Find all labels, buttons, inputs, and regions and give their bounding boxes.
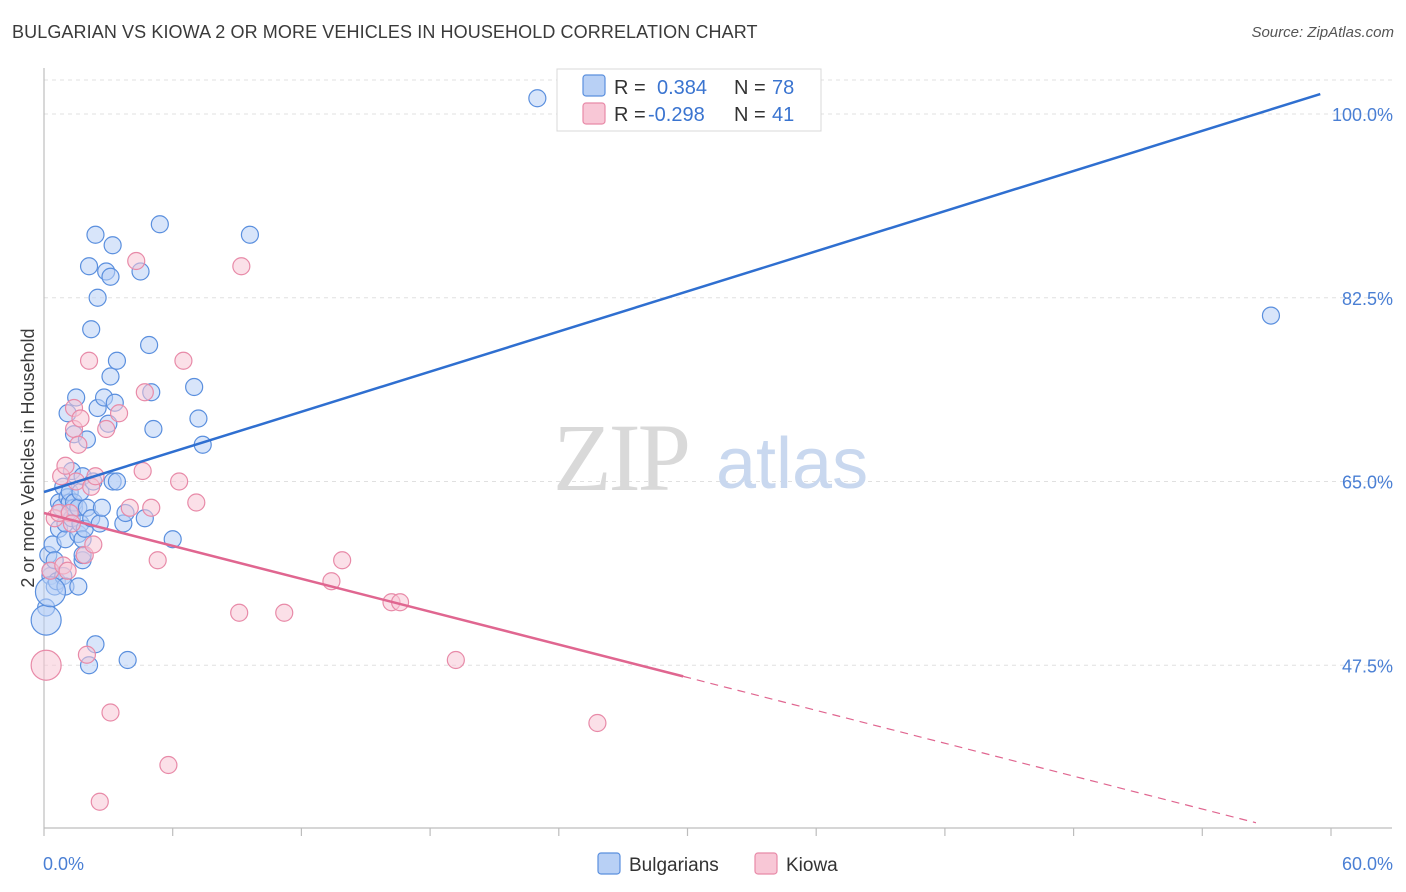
point-bulgarians-41 <box>82 320 101 339</box>
point-bulgarians-44 <box>86 225 105 244</box>
legend-r-value-bulgarians: 0.384 <box>657 77 707 99</box>
legend-swatch-kiowa <box>582 102 606 125</box>
point-bulgarians-69 <box>163 530 182 549</box>
trend-lines <box>43 92 1321 824</box>
source-credit: Source: ZipAtlas.com <box>1251 24 1394 41</box>
series-bulgarians-points <box>30 89 1281 675</box>
point-bulgarians-59 <box>107 472 127 491</box>
point-kiowa-42 <box>446 650 465 670</box>
watermark-zip: ZIP <box>553 404 688 511</box>
point-kiowa-36 <box>232 257 251 276</box>
stats-legend: R = 0.384 N = 78 R = -0.298 N = 41 <box>556 68 822 132</box>
point-kiowa-23 <box>101 703 120 722</box>
point-kiowa-14 <box>71 409 90 428</box>
legend-r-label-bulgarians: R = <box>614 77 646 99</box>
point-kiowa-34 <box>187 493 206 512</box>
point-bulgarians-67 <box>144 419 163 439</box>
bottom-legend-label-bulgarians: Bulgarians <box>629 855 719 876</box>
y-tick-label-0: 47.5% <box>1342 656 1393 676</box>
trend-line-kiowa-extrapolated <box>683 675 1257 824</box>
trend-line-kiowa <box>43 511 684 678</box>
point-kiowa-25 <box>120 498 139 517</box>
legend-swatch-bulgarians <box>582 74 606 97</box>
point-kiowa-43 <box>588 713 607 733</box>
point-kiowa-6 <box>56 456 75 475</box>
legend-n-label-kiowa: N = <box>734 104 766 126</box>
point-kiowa-35 <box>230 603 249 622</box>
x-tick-label-1: 60.0% <box>1342 854 1393 874</box>
watermark-atlas: atlas <box>716 424 868 504</box>
point-bulgarians-58 <box>107 351 127 370</box>
point-kiowa-17 <box>79 351 99 370</box>
x-tick-label-0: 0.0% <box>43 854 84 874</box>
point-bulgarians-65 <box>140 335 159 355</box>
point-kiowa-7 <box>58 561 77 580</box>
point-kiowa-13 <box>69 435 88 454</box>
point-bulgarians-70 <box>185 377 204 397</box>
point-bulgarians-77 <box>34 576 67 608</box>
bottom-legend-swatch-kiowa <box>754 852 778 875</box>
legend-r-label-kiowa: R = <box>614 104 646 126</box>
chart-title: BULGARIAN VS KIOWA 2 OR MORE VEHICLES IN… <box>12 22 758 42</box>
y-tick-label-3: 100.0% <box>1332 105 1393 125</box>
point-kiowa-30 <box>148 551 167 570</box>
legend-n-value-kiowa: 41 <box>772 104 794 126</box>
point-kiowa-26 <box>127 251 146 271</box>
point-bulgarians-62 <box>118 650 137 670</box>
gridlines <box>44 79 1392 666</box>
point-kiowa-33 <box>174 351 193 370</box>
y-axis-label: 2 or more Vehicles in Household <box>18 328 38 587</box>
point-bulgarians-76 <box>30 604 62 636</box>
y-tick-label-1: 65.0% <box>1342 473 1393 493</box>
y-tick-label-2: 82.5% <box>1342 289 1393 309</box>
point-bulgarians-49 <box>92 498 112 517</box>
point-kiowa-0 <box>30 649 62 681</box>
point-kiowa-19 <box>84 535 103 554</box>
point-kiowa-37 <box>275 603 294 622</box>
point-kiowa-31 <box>159 755 178 775</box>
point-bulgarians-53 <box>101 267 120 286</box>
point-bulgarians-47 <box>88 288 107 307</box>
bottom-legend-swatch-bulgarians <box>597 852 621 875</box>
axes <box>43 68 1392 836</box>
point-kiowa-27 <box>133 461 152 481</box>
point-kiowa-32 <box>170 472 189 491</box>
point-kiowa-39 <box>333 551 352 570</box>
point-bulgarians-73 <box>240 225 260 244</box>
point-bulgarians-28 <box>69 577 88 596</box>
legend-r-value-kiowa: -0.298 <box>648 104 705 126</box>
x-tick-labels: 0.0% 60.0% <box>43 854 1393 874</box>
y-tick-labels: 47.5% 65.0% 82.5% 100.0% <box>1332 105 1393 676</box>
legend-n-value-bulgarians: 78 <box>772 77 794 99</box>
watermark: ZIP atlas <box>553 404 868 511</box>
point-bulgarians-71 <box>189 409 208 428</box>
trend-line-bulgarians <box>43 92 1321 494</box>
point-bulgarians-55 <box>103 236 122 255</box>
point-bulgarians-39 <box>79 257 99 276</box>
point-bulgarians-74 <box>528 89 547 108</box>
legend-n-label-bulgarians: N = <box>734 77 766 99</box>
point-bulgarians-68 <box>150 215 169 234</box>
bottom-legend-label-kiowa: Kiowa <box>786 855 838 876</box>
point-kiowa-21 <box>90 792 109 811</box>
point-kiowa-29 <box>142 498 161 517</box>
series-legend: Bulgarians Kiowa <box>597 852 838 876</box>
point-kiowa-24 <box>109 404 129 423</box>
point-bulgarians-75 <box>1261 306 1281 325</box>
point-kiowa-16 <box>77 645 97 664</box>
point-kiowa-28 <box>135 383 154 402</box>
point-kiowa-22 <box>97 419 116 439</box>
point-bulgarians-54 <box>101 367 120 386</box>
